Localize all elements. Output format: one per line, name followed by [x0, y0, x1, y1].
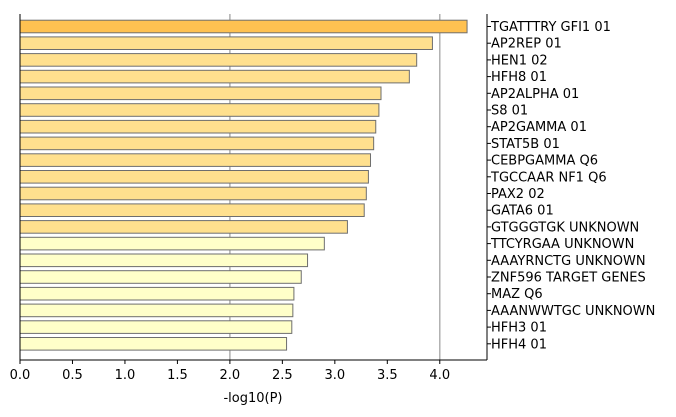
- x-tick-label: 1.5: [167, 368, 188, 383]
- category-label: AP2REP 01: [491, 37, 562, 52]
- category-label: HFH3 01: [491, 321, 547, 336]
- bars: [19, 19, 468, 351]
- bar-5: [19, 103, 380, 117]
- category-label: PAX2 02: [491, 187, 545, 202]
- category-label: TGATTTRY GFI1 01: [490, 20, 611, 35]
- x-tick-label: 4.0: [429, 368, 450, 383]
- bar-15: [19, 270, 302, 284]
- bar-17: [19, 303, 294, 318]
- category-label: ZNF596 TARGET GENES: [491, 271, 646, 286]
- x-tick-label: 1.0: [115, 368, 136, 383]
- category-label: HFH4 01: [491, 337, 547, 352]
- bar-10: [19, 186, 367, 201]
- category-label: HEN1 02: [491, 53, 548, 68]
- category-label: TTCYRGAA UNKNOWN: [490, 237, 634, 252]
- bar-12: [19, 220, 348, 234]
- category-label: TGCCAAR NF1 Q6: [490, 170, 607, 185]
- category-label: AAANWWTGC UNKNOWN: [491, 304, 655, 319]
- bar-6: [19, 119, 377, 134]
- bar-14: [19, 253, 309, 268]
- bar-0: [19, 19, 468, 34]
- category-label: STAT5B 01: [491, 137, 560, 152]
- category-label: GATA6 01: [491, 204, 554, 219]
- bar-16: [19, 286, 295, 301]
- bar-19: [19, 337, 288, 351]
- x-axis-ticks: 0.0 0.5 1.0 1.5 2.0 2.5 3.0 3.5 4.0: [10, 360, 450, 383]
- x-axis-label: -log10(P): [223, 391, 282, 406]
- x-tick-label: 0.0: [10, 368, 31, 383]
- x-tick-label: 3.0: [324, 368, 345, 383]
- category-label: AP2GAMMA 01: [491, 120, 587, 135]
- bar-18: [19, 320, 293, 334]
- bar-1: [19, 36, 433, 51]
- category-label: HFH8 01: [491, 70, 547, 85]
- plot-frame: [19, 14, 488, 361]
- bar-3: [19, 69, 410, 84]
- category-label: GTGGGTGK UNKNOWN: [491, 220, 639, 235]
- bar-4: [19, 86, 382, 101]
- bar-11: [19, 203, 365, 217]
- category-label: S8 01: [491, 104, 528, 119]
- bar-9: [19, 170, 369, 184]
- x-tick-label: 2.0: [220, 368, 241, 383]
- category-label: AAAYRNCTG UNKNOWN: [491, 254, 646, 269]
- category-label: AP2ALPHA 01: [491, 87, 579, 102]
- x-tick-label: 2.5: [272, 368, 293, 383]
- category-label: CEBPGAMMA Q6: [491, 154, 598, 169]
- x-tick-label: 3.5: [377, 368, 398, 383]
- x-tick-label: 0.5: [62, 368, 83, 383]
- bar-8: [19, 153, 372, 167]
- bar-13: [19, 236, 325, 251]
- bar-7: [19, 136, 375, 151]
- bar-2: [19, 53, 418, 67]
- category-label: MAZ Q6: [491, 287, 543, 302]
